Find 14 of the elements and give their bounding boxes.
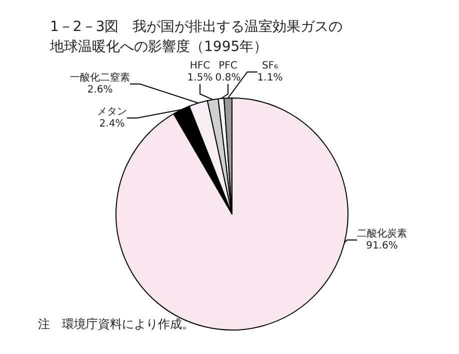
data-label: 2.6% bbox=[87, 84, 113, 96]
data-label: 0.8% bbox=[215, 72, 241, 84]
text: 注 環境庁資料により作成。 bbox=[38, 317, 194, 331]
slice-label: HFC bbox=[190, 60, 210, 72]
slice-label: メタン bbox=[97, 106, 127, 118]
slice-label: SF₆ bbox=[262, 60, 278, 72]
data-label: 1.5% bbox=[187, 72, 213, 84]
data-label: 2.4% bbox=[99, 118, 125, 130]
data-label: 1.1% bbox=[257, 72, 283, 84]
data-label: 91.6% bbox=[366, 240, 398, 252]
chart-title: 1－2－3図 我が国が排出する温室効果ガスの地球温暖化への影響度（1995年） bbox=[49, 19, 343, 55]
slice-label: 一酸化二窒素 bbox=[70, 72, 130, 84]
slice-label: 二酸化炭素 bbox=[357, 228, 407, 240]
slice-label: PFC bbox=[218, 60, 238, 72]
